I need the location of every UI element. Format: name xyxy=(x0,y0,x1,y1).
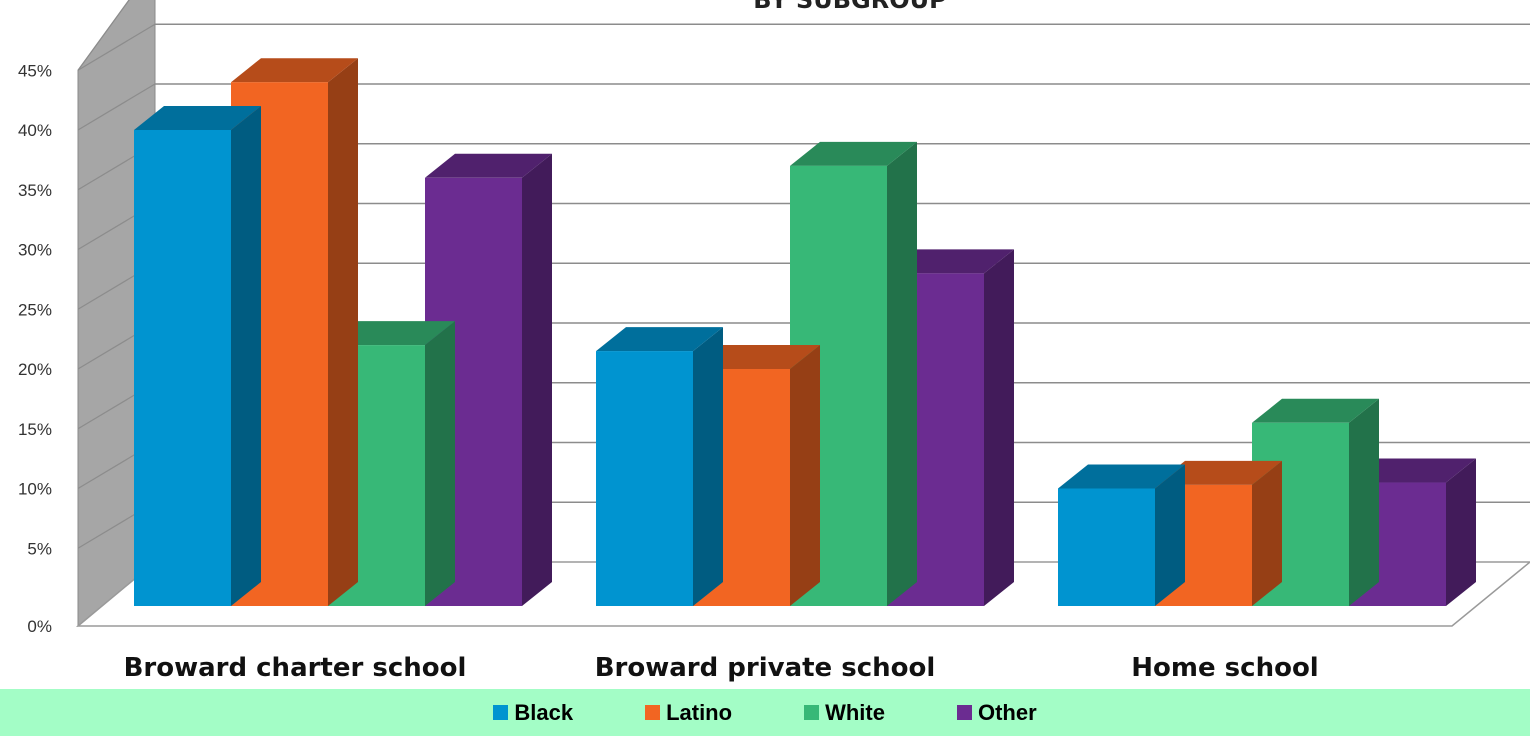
y-tick-label: 35% xyxy=(18,181,52,200)
bar-black-2 xyxy=(596,327,723,606)
legend: Black Latino White Other xyxy=(0,689,1530,736)
bar-side-face xyxy=(522,153,552,607)
bar-top-face xyxy=(328,321,455,346)
legend-item-white: White xyxy=(804,700,885,726)
legend-item-black: Black xyxy=(493,700,573,726)
y-tick-label: 40% xyxy=(18,121,52,140)
category-label: Broward private school xyxy=(595,653,936,683)
bar-side-face xyxy=(1252,460,1282,606)
bar-side-face xyxy=(231,106,261,606)
y-axis-ticks: 0% 5% 10% 15% 20% 25% 30% 35% 40% 45% xyxy=(18,61,52,636)
y-tick-label: 45% xyxy=(18,61,52,80)
bar-top-face xyxy=(596,327,723,352)
bar-black-1 xyxy=(134,106,261,606)
bar-side-face xyxy=(328,58,358,606)
legend-label: Black xyxy=(514,699,574,725)
bar-front-face xyxy=(596,351,693,606)
chart: 0% 5% 10% 15% 20% 25% 30% 35% 40% 45% Broward cha… xyxy=(18,0,1530,683)
bar-top-face xyxy=(134,106,261,130)
bar-top-face xyxy=(887,249,1014,274)
bar-side-face xyxy=(693,327,723,606)
gridline-diagonal xyxy=(77,23,156,71)
bar-side-face xyxy=(1155,464,1185,606)
legend-swatch xyxy=(804,705,820,720)
y-tick-label: 30% xyxy=(18,241,52,260)
legend-swatch xyxy=(956,705,972,720)
y-tick-label: 15% xyxy=(18,420,52,439)
bar-front-face xyxy=(1058,488,1155,606)
bar-top-face xyxy=(1349,458,1476,483)
bar-top-face xyxy=(1252,398,1379,423)
bar-top-face xyxy=(231,58,358,83)
y-tick-label: 0% xyxy=(27,617,52,636)
bar-side-face xyxy=(887,141,917,606)
bar-top-face xyxy=(425,153,552,178)
bar-side-face xyxy=(790,345,820,606)
legend-item-latino: Latino xyxy=(645,700,732,726)
legend-swatch xyxy=(493,705,509,720)
category-label: Broward charter school xyxy=(124,653,467,683)
bar-top-face xyxy=(1155,460,1282,485)
legend-label: Latino xyxy=(666,699,733,725)
legend-label: Other xyxy=(977,699,1037,725)
bar-front-face xyxy=(134,130,231,606)
bar-top-face xyxy=(1058,464,1185,489)
legend-label: White xyxy=(825,699,885,725)
y-tick-label: 25% xyxy=(18,300,52,319)
category-label: Home school xyxy=(1131,653,1318,683)
bar-black-3 xyxy=(1058,464,1185,606)
legend-item-other: Other xyxy=(956,699,1037,726)
gridline-diagonal xyxy=(77,83,156,131)
bar-top-face xyxy=(693,345,820,369)
bar-side-face xyxy=(425,321,455,606)
bar-top-face xyxy=(790,141,917,166)
y-tick-label: 10% xyxy=(18,480,52,499)
bar-side-face xyxy=(1446,458,1476,606)
legend-swatch xyxy=(645,705,661,720)
y-tick-label: 5% xyxy=(27,539,52,558)
chart-title: BY SUBGROUP xyxy=(753,0,946,14)
category-labels: Broward charter school Broward private sc… xyxy=(124,653,1319,683)
bar-side-face xyxy=(1349,398,1379,606)
bar-side-face xyxy=(984,249,1014,606)
y-tick-label: 20% xyxy=(18,360,52,379)
bars xyxy=(134,58,1476,607)
